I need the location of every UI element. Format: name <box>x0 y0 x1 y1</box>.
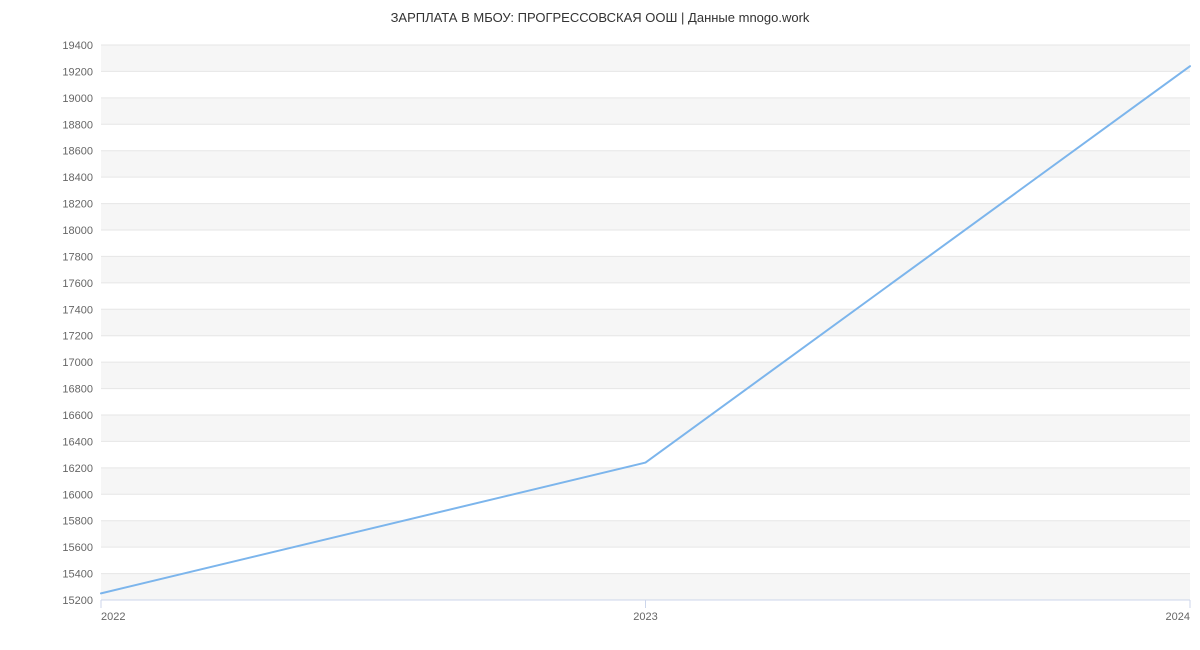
chart-title: ЗАРПЛАТА В МБОУ: ПРОГРЕССОВСКАЯ ООШ | Да… <box>0 10 1200 25</box>
svg-text:2024: 2024 <box>1166 611 1190 623</box>
svg-text:16400: 16400 <box>62 436 93 448</box>
svg-text:19400: 19400 <box>62 40 93 52</box>
svg-text:15200: 15200 <box>62 595 93 607</box>
svg-text:15400: 15400 <box>62 569 93 581</box>
svg-text:17600: 17600 <box>62 278 93 290</box>
svg-text:15800: 15800 <box>62 516 93 528</box>
svg-text:2022: 2022 <box>101 611 125 623</box>
svg-text:19200: 19200 <box>62 66 93 78</box>
svg-text:15600: 15600 <box>62 542 93 554</box>
svg-text:16000: 16000 <box>62 489 93 501</box>
svg-text:17400: 17400 <box>62 304 93 316</box>
salary-line-chart: ЗАРПЛАТА В МБОУ: ПРОГРЕССОВСКАЯ ООШ | Да… <box>0 0 1200 650</box>
svg-text:16200: 16200 <box>62 463 93 475</box>
svg-text:16600: 16600 <box>62 410 93 422</box>
svg-text:18200: 18200 <box>62 199 93 211</box>
svg-text:18400: 18400 <box>62 172 93 184</box>
svg-text:18000: 18000 <box>62 225 93 237</box>
svg-text:18600: 18600 <box>62 146 93 158</box>
svg-text:2023: 2023 <box>633 611 657 623</box>
svg-text:17000: 17000 <box>62 357 93 369</box>
svg-text:19000: 19000 <box>62 93 93 105</box>
svg-text:18800: 18800 <box>62 119 93 131</box>
chart-svg: 15200 15400 15600 15800 16000 16200 16400 16600… <box>0 0 1200 650</box>
svg-text:16800: 16800 <box>62 384 93 396</box>
svg-text:17800: 17800 <box>62 251 93 263</box>
svg-text:17200: 17200 <box>62 331 93 343</box>
